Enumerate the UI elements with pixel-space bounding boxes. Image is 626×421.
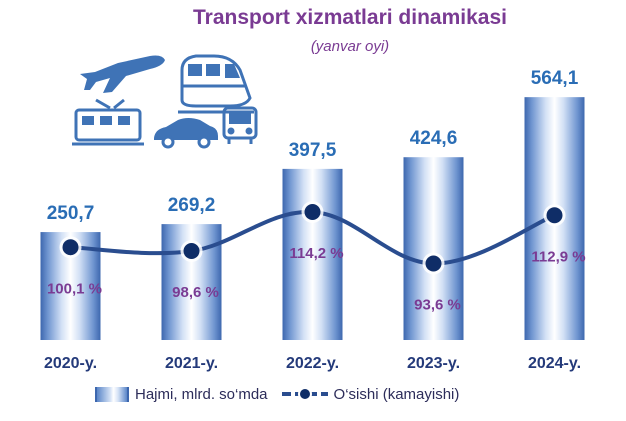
bar-value-label: 424,6 <box>410 128 458 149</box>
legend-item-bars: Hajmi, mlrd. so‘mda <box>95 386 268 403</box>
category-label: 2024-y. <box>528 355 581 372</box>
legend: Hajmi, mlrd. so‘mda O‘sishi (kamayishi) <box>95 382 473 406</box>
legend-bar-swatch <box>95 386 129 402</box>
percent-label: 98,6 % <box>172 284 219 301</box>
bus-icon <box>222 106 258 144</box>
category-label: 2020-y. <box>44 355 97 372</box>
percent-label: 100,1 % <box>47 280 102 297</box>
tram-icon <box>72 98 144 146</box>
chart-subtitle: (yanvar oyi) <box>310 38 390 55</box>
airplane-icon <box>80 55 165 93</box>
percent-label: 93,6 % <box>414 297 461 314</box>
category-label: 2023-y. <box>407 355 460 372</box>
percent-label: 112,9 % <box>531 248 585 265</box>
bar-value-label: 269,2 <box>168 195 216 216</box>
line-point <box>546 207 563 224</box>
legend-item-line: O‘sishi (kamayishi) <box>281 385 460 403</box>
bar-value-label: 250,7 <box>47 203 95 224</box>
bar-value-label: 397,5 <box>289 140 337 161</box>
percent-label: 114,2 % <box>289 245 343 262</box>
legend-line-label: O‘sishi (kamayishi) <box>333 385 460 403</box>
line-point <box>62 239 79 256</box>
chart-title: Transport xizmatlari dinamikasi <box>193 6 507 29</box>
category-label: 2022-y. <box>286 355 339 372</box>
line-point <box>183 243 200 259</box>
legend-bar-label: Hajmi, mlrd. so‘mda <box>135 385 268 403</box>
category-label: 2021-y. <box>165 355 218 372</box>
line-point <box>304 204 321 220</box>
car-icon <box>154 118 218 149</box>
bar-2023-y. <box>403 157 464 340</box>
legend-line-swatch <box>281 387 328 401</box>
bar-value-label: 564,1 <box>531 68 579 89</box>
train-icon <box>178 54 254 114</box>
bar-2022-y. <box>282 168 343 340</box>
line-point <box>425 255 442 272</box>
